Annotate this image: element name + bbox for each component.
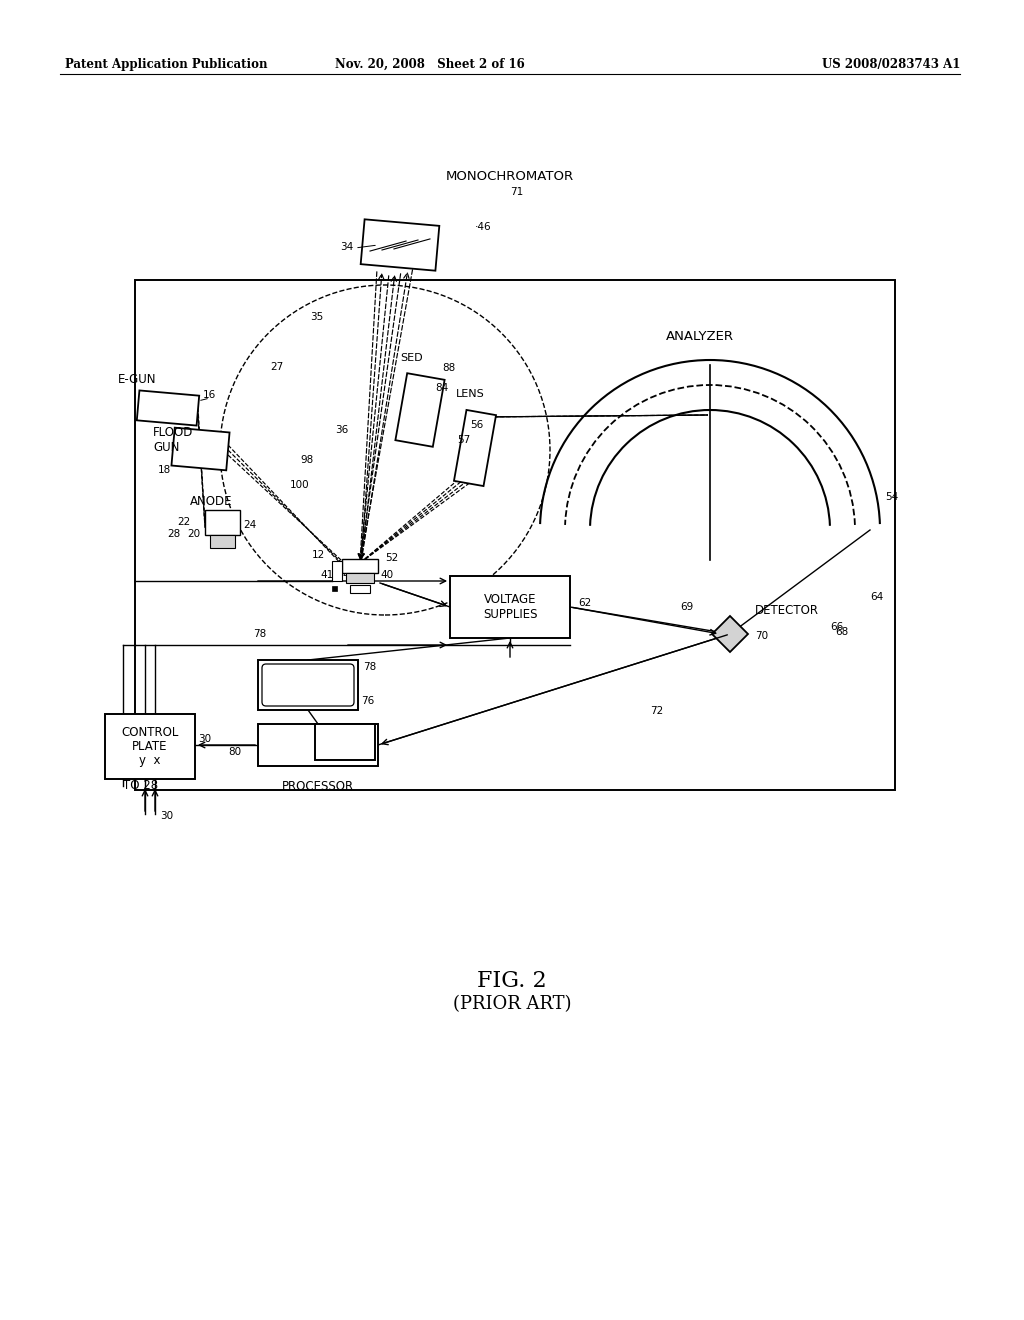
- Text: ·46: ·46: [475, 222, 492, 232]
- Text: MONITOR: MONITOR: [282, 680, 335, 690]
- Bar: [450, 576, 570, 638]
- Polygon shape: [395, 374, 444, 446]
- Polygon shape: [360, 219, 439, 271]
- Text: TO 28: TO 28: [123, 779, 158, 792]
- Bar: [135, 280, 895, 789]
- Text: 69: 69: [680, 602, 693, 612]
- Text: Patent Application Publication: Patent Application Publication: [65, 58, 267, 71]
- Text: (PRIOR ART): (PRIOR ART): [453, 995, 571, 1012]
- Text: 20: 20: [187, 529, 200, 539]
- Text: PLATE: PLATE: [132, 741, 168, 752]
- Text: US 2008/0283743 A1: US 2008/0283743 A1: [821, 58, 961, 71]
- Text: SED: SED: [400, 352, 423, 363]
- Text: 30: 30: [198, 734, 211, 744]
- Text: 78: 78: [362, 663, 376, 672]
- Bar: [315, 723, 375, 760]
- Bar: [350, 585, 370, 593]
- Text: 98: 98: [300, 455, 313, 465]
- Text: 35: 35: [310, 312, 324, 322]
- Text: 76: 76: [361, 696, 374, 706]
- Text: DETECTOR: DETECTOR: [755, 605, 819, 616]
- Text: y  x: y x: [139, 754, 161, 767]
- Text: 24: 24: [243, 520, 256, 531]
- Bar: [105, 714, 195, 779]
- Text: 18: 18: [158, 465, 171, 475]
- Text: 56: 56: [470, 420, 483, 430]
- Text: 84: 84: [435, 383, 449, 393]
- Text: 52: 52: [385, 553, 398, 564]
- Text: PROCESSOR: PROCESSOR: [282, 780, 354, 793]
- Bar: [332, 561, 342, 581]
- Text: ANALYZER: ANALYZER: [666, 330, 734, 343]
- Text: 40: 40: [380, 570, 393, 579]
- Text: 41: 41: [319, 570, 333, 579]
- Bar: [205, 510, 240, 535]
- Text: 44: 44: [342, 570, 355, 579]
- Text: 34: 34: [340, 242, 353, 252]
- Polygon shape: [712, 616, 748, 652]
- Text: 22: 22: [177, 517, 190, 527]
- Text: 78: 78: [253, 630, 266, 639]
- Bar: [346, 573, 374, 583]
- Text: 71: 71: [510, 187, 523, 197]
- Text: 88: 88: [442, 363, 456, 374]
- Bar: [332, 586, 337, 591]
- Polygon shape: [454, 411, 496, 486]
- Text: 12: 12: [312, 550, 326, 560]
- Text: FLOOD
GUN: FLOOD GUN: [153, 426, 194, 454]
- Bar: [258, 723, 378, 766]
- Text: ANODE: ANODE: [190, 495, 232, 508]
- Text: 68: 68: [835, 627, 848, 638]
- Text: 66: 66: [830, 622, 843, 632]
- Text: CONTROL: CONTROL: [121, 726, 178, 739]
- Text: 27: 27: [270, 362, 284, 372]
- Text: 28: 28: [167, 529, 180, 539]
- Bar: [258, 660, 358, 710]
- Text: 100: 100: [290, 480, 309, 490]
- Text: 74: 74: [338, 735, 352, 748]
- FancyBboxPatch shape: [262, 664, 354, 706]
- Text: LENS: LENS: [456, 389, 484, 399]
- Bar: [342, 558, 378, 573]
- Text: 72: 72: [650, 706, 664, 715]
- Polygon shape: [137, 391, 200, 425]
- Text: 16: 16: [203, 389, 216, 400]
- Text: VOLTAGE
SUPPLIES: VOLTAGE SUPPLIES: [482, 593, 538, 620]
- Text: E-GUN: E-GUN: [118, 374, 157, 385]
- Text: 57: 57: [457, 436, 470, 445]
- Bar: [210, 535, 234, 548]
- Text: 70: 70: [755, 631, 768, 642]
- Text: 62: 62: [578, 598, 591, 609]
- Text: MONOCHROMATOR: MONOCHROMATOR: [445, 170, 574, 183]
- Text: 64: 64: [870, 591, 884, 602]
- Polygon shape: [171, 428, 229, 470]
- Text: 36: 36: [335, 425, 348, 436]
- Text: Nov. 20, 2008   Sheet 2 of 16: Nov. 20, 2008 Sheet 2 of 16: [335, 58, 525, 71]
- Text: FIG. 2: FIG. 2: [477, 970, 547, 993]
- Text: 80: 80: [228, 747, 241, 756]
- Text: 30: 30: [160, 810, 173, 821]
- Text: 54: 54: [885, 492, 898, 502]
- Text: 2: 2: [365, 560, 372, 570]
